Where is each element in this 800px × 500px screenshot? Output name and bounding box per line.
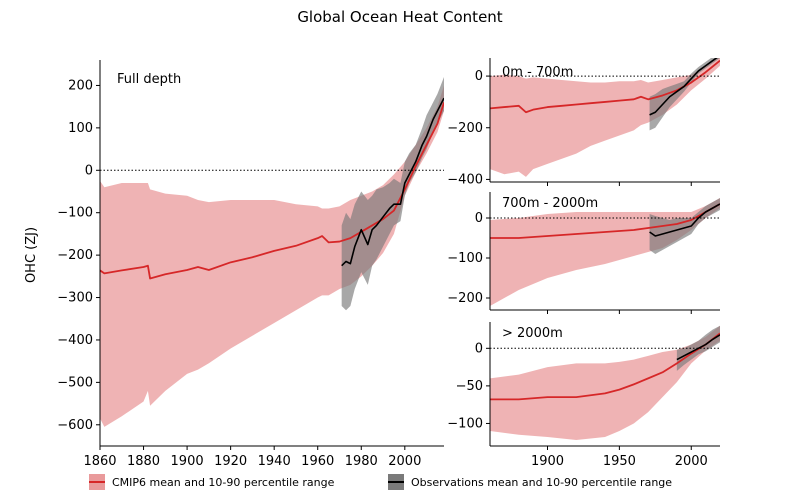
plot-area: [100, 77, 444, 427]
y-tick-label: −100: [57, 206, 93, 221]
y-tick-label: −100: [447, 251, 483, 266]
panel-700-2000m: −200 −100 0 700m - 2000m: [447, 192, 720, 314]
panel-0-700m: −400 −200 0 0m - 700m: [447, 52, 720, 188]
y-tick-label: −600: [57, 418, 93, 433]
x-tick-label: 1900: [171, 454, 204, 469]
y-tick-label: −300: [57, 291, 93, 306]
panel-annotation: > 2000m: [502, 326, 563, 341]
legend-label-model: CMIP6 mean and 10-90 percentile range: [112, 476, 335, 489]
y-tick-label: −500: [57, 375, 93, 390]
legend: CMIP6 mean and 10-90 percentile range Ob…: [89, 474, 672, 490]
x-tick-label: 1940: [258, 454, 291, 469]
y-tick-label: −400: [447, 172, 483, 187]
x-tick-label: 1880: [127, 454, 160, 469]
legend-item-observations: Observations mean and 10-90 percentile r…: [388, 474, 672, 490]
legend-item-model: CMIP6 mean and 10-90 percentile range: [89, 474, 335, 490]
y-tick-label: 0: [475, 341, 483, 356]
legend-label-observations: Observations mean and 10-90 percentile r…: [411, 476, 672, 489]
x-tick-label: 1860: [83, 454, 116, 469]
y-tick-label: −50: [456, 379, 483, 394]
y-tick-label: 0: [475, 69, 483, 84]
panel-below-2000m: −100 −50 0 1900 1950 2000 > 2000m: [447, 322, 720, 469]
y-tick-label: −100: [447, 416, 483, 431]
x-tick-label: 1960: [301, 454, 334, 469]
y-tick-label: 0: [85, 163, 93, 178]
panel-annotation: 700m - 2000m: [502, 196, 598, 211]
y-tick-label: −200: [447, 291, 483, 306]
figure-title: Global Ocean Heat Content: [297, 8, 502, 26]
y-tick-label: 200: [68, 78, 93, 93]
panel-full-depth: −600 −500 −400 −300 −200 −100 0 100 200 1860 1880 1…: [57, 60, 444, 469]
model-band: [490, 198, 720, 306]
y-tick-label: 100: [68, 121, 93, 136]
x-tick-label: 1900: [531, 454, 564, 469]
plot-area: [490, 198, 720, 306]
y-tick-label: −200: [447, 121, 483, 136]
y-tick-label: −400: [57, 333, 93, 348]
x-tick-label: 1950: [603, 454, 636, 469]
plot-area: [490, 326, 720, 440]
x-tick-label: 1920: [214, 454, 247, 469]
model-band: [490, 326, 720, 440]
x-tick-label: 2000: [675, 454, 708, 469]
model-band: [100, 85, 444, 426]
y-tick-label: −200: [57, 248, 93, 263]
panel-annotation: 0m - 700m: [502, 65, 573, 80]
x-tick-label: 1980: [345, 454, 378, 469]
panel-annotation: Full depth: [117, 72, 181, 87]
y-tick-label: 0: [475, 211, 483, 226]
obs-band: [342, 77, 444, 310]
x-tick-label: 2000: [388, 454, 421, 469]
y-axis-label: OHC (ZJ): [24, 227, 39, 283]
